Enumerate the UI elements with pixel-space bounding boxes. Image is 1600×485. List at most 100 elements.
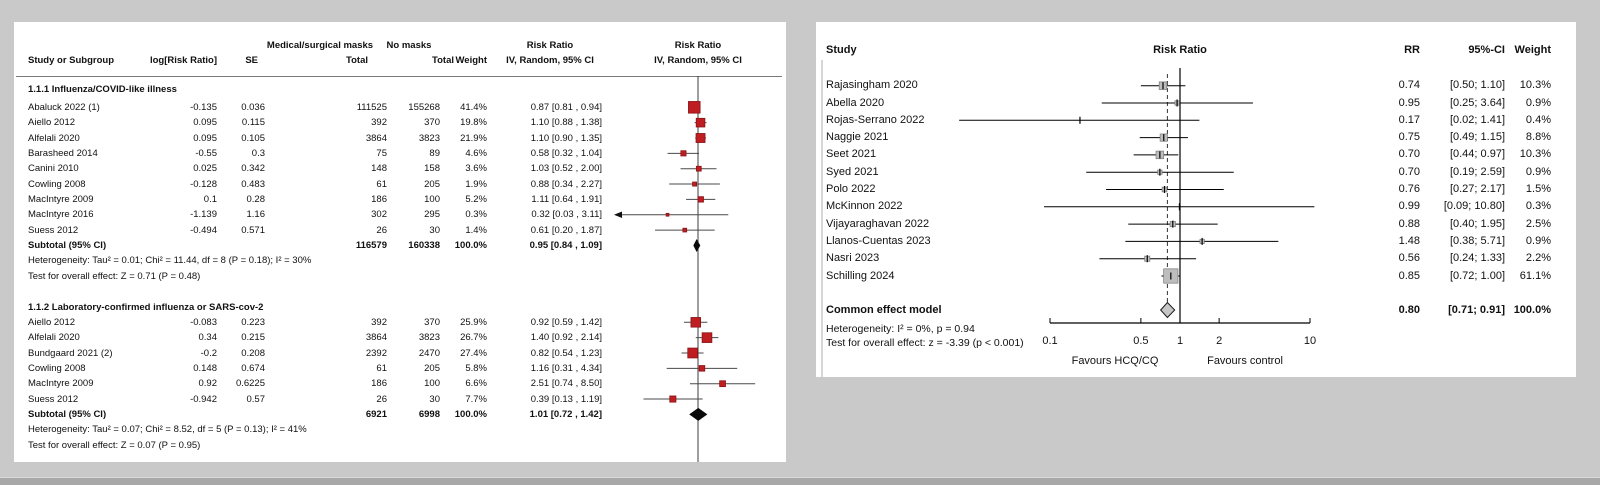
ci-text: [0.24; 1.33] — [1449, 252, 1505, 265]
study-row: Alfelali 2020 0.095 0.105 3864 3823 21.9% 1.10… — [14, 131, 786, 146]
ci-text: [0.44; 0.97] — [1449, 148, 1505, 161]
ci-marker — [680, 165, 717, 172]
ci-text: 0.92 [0.59 , 1.42] — [530, 316, 602, 328]
column-header-risk-ratio-plot: Risk Ratio — [674, 40, 722, 51]
heterogeneity-text: Heterogeneity: I² = 0%, p = 0.94 — [826, 322, 975, 335]
ci-text: [0.19; 2.59] — [1449, 165, 1505, 178]
se: 0.105 — [241, 132, 265, 144]
weight: 19.8% — [460, 117, 487, 129]
heterogeneity-row: Heterogeneity: Tau² = 0.01; Chi² = 11.44… — [14, 253, 786, 268]
log-rr: -0.55 — [195, 147, 217, 159]
weight: 0.3% — [465, 209, 487, 221]
rr-value: 0.75 — [1398, 131, 1420, 144]
weight: 1.9% — [465, 178, 487, 190]
se: 0.57 — [246, 393, 266, 405]
weight: 1.4% — [465, 224, 487, 236]
se: 0.6225 — [235, 378, 265, 390]
tick-label: 10 — [1303, 335, 1317, 347]
total-nomasks: 6998 — [418, 408, 440, 420]
log-rr: 0.095 — [193, 117, 217, 129]
study-row: Seet 2021 0.70 [0.44; 0.97] 10.3% — [816, 146, 1576, 163]
study-row: Llanos-Cuentas 2023 1.48 [0.38; 5.71] 0.9% — [816, 233, 1576, 250]
ci-text: [0.38; 5.71] — [1449, 234, 1505, 247]
total-nomasks: 30 — [429, 224, 440, 236]
study-row: MacIntyre 2009 0.1 0.28 186 100 5.2% 1.11 [0.6… — [14, 192, 786, 207]
log-rr: 0.025 — [193, 163, 217, 175]
ci-marker — [694, 117, 707, 128]
se: 1.16 — [246, 209, 266, 221]
total-masks: 186 — [371, 193, 387, 205]
subtotal-row: Subtotal (95% CI) 116579 160338 100.0% 0.95 … — [14, 238, 786, 253]
log-rr: -0.128 — [190, 178, 217, 190]
ci-text: 1.40 [0.92 , 2.14] — [530, 332, 602, 344]
se: 0.3 — [251, 147, 265, 159]
heterogeneity-text: Heterogeneity: Tau² = 0.01; Chi² = 11.44… — [28, 255, 312, 267]
study-row: Cowling 2008 0.148 0.674 61 205 5.8% 1.16 [0.3… — [14, 361, 786, 376]
weight: 0.9% — [1525, 96, 1551, 109]
rr-value: 1.48 — [1398, 234, 1420, 247]
study-row: Aiello 2012 0.095 0.115 392 370 19.8% 1.10 [0.… — [14, 115, 786, 130]
subtotal-diamond — [693, 238, 701, 252]
total-masks: 75 — [376, 147, 387, 159]
weight: 8.8% — [1525, 131, 1551, 144]
study-row: Aiello 2012 -0.083 0.223 392 370 25.9% 0.92 [0… — [14, 315, 786, 330]
study-name: Syed 2021 — [826, 165, 879, 178]
study-row: Suess 2012 -0.494 0.571 26 30 1.4% 0.61 [0.20 … — [14, 223, 786, 238]
study-name: Alfelali 2020 — [28, 332, 80, 344]
rr-value: 0.70 — [1398, 165, 1420, 178]
total-nomasks: 160338 — [408, 239, 440, 251]
total-nomasks: 3823 — [418, 332, 440, 344]
ci-marker — [667, 150, 700, 157]
rr-value: 0.56 — [1398, 252, 1420, 265]
se: 0.215 — [241, 332, 265, 344]
total-masks: 26 — [376, 393, 387, 405]
ci-marker — [1140, 81, 1186, 90]
total-nomasks: 205 — [424, 178, 440, 190]
ci-text: 0.82 [0.54 , 1.23] — [530, 347, 602, 359]
total-nomasks: 30 — [429, 393, 440, 405]
ci-marker — [695, 332, 719, 343]
study-name: MacIntyre 2009 — [28, 193, 94, 205]
column-header-weight: Weight — [1514, 44, 1551, 56]
weight: 25.9% — [460, 316, 487, 328]
ci-text: 0.39 [0.13 , 1.19] — [530, 393, 602, 405]
column-header-weight: Weight — [455, 55, 488, 66]
overall-effect-text: Test for overall effect: Z = 0.07 (P = 0… — [28, 439, 201, 451]
weight: 26.7% — [460, 332, 487, 344]
weight: 0.3% — [1525, 200, 1551, 213]
se: 0.674 — [241, 362, 265, 374]
study-name: Cowling 2008 — [28, 178, 86, 190]
ci-text: [0.27; 2.17] — [1449, 183, 1505, 195]
study-name: Vijayaraghavan 2022 — [826, 217, 930, 230]
ci-marker — [959, 116, 1200, 124]
log-rr: 0.92 — [198, 378, 218, 390]
column-header-total1: Total — [346, 55, 368, 66]
study-name: Polo 2022 — [826, 183, 876, 195]
study-row: Vijayaraghavan 2022 0.88 [0.40; 1.95] 2.5% — [816, 216, 1576, 233]
tick-label: 2 — [1216, 335, 1223, 347]
study-name: Nasri 2023 — [826, 252, 880, 265]
log-rr: -0.083 — [190, 316, 217, 328]
section-row: 1.1.1 Influenza/COVID-like illness — [14, 82, 786, 97]
study-name: Naggie 2021 — [826, 131, 889, 144]
study-name: Rajasingham 2020 — [826, 79, 918, 92]
study-name: Bundgaard 2021 (2) — [28, 347, 113, 359]
se: 0.223 — [241, 316, 265, 328]
total-nomasks: 2470 — [418, 347, 440, 359]
tick-label: 0.1 — [1042, 335, 1058, 347]
log-rr: -0.494 — [190, 224, 217, 236]
rr-value: 0.17 — [1398, 113, 1420, 126]
pooled-row: Common effect model 0.80 [0.71; 0.91] 100.0… — [816, 302, 1576, 319]
log-rr: -1.139 — [190, 209, 217, 221]
ci-text: [0.49; 1.15] — [1449, 131, 1505, 144]
se: 0.342 — [241, 163, 265, 175]
study-name: Alfelali 2020 — [28, 132, 80, 144]
rr-value: 0.88 — [1398, 217, 1420, 230]
ci-marker — [614, 211, 729, 218]
se: 0.036 — [241, 101, 265, 113]
weight: 100.0% — [1513, 303, 1551, 316]
study-row: Abella 2020 0.95 [0.25; 3.64] 0.9% — [816, 95, 1576, 112]
ci-marker — [1128, 220, 1218, 228]
ci-text: 1.10 [0.90 , 1.35] — [530, 132, 602, 144]
weight: 7.7% — [465, 393, 487, 405]
